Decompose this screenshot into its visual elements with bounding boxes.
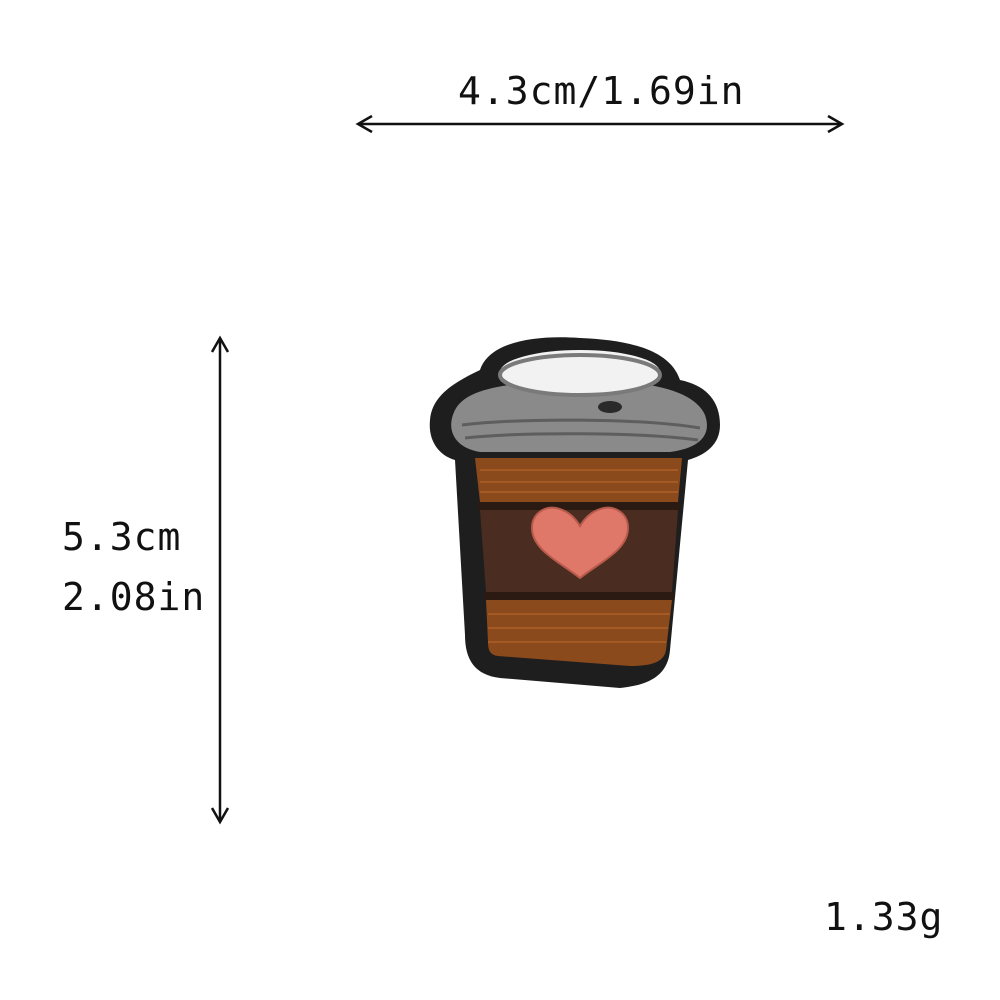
height-in-label: 2.08in (62, 575, 206, 619)
height-cm-label: 5.3cm (62, 515, 182, 559)
top-band (475, 458, 682, 502)
weight-label: 1.33g (824, 895, 944, 939)
heart-icon (530, 506, 630, 580)
lid-hole (598, 401, 622, 413)
lid-top (500, 350, 660, 394)
width-label: 4.3cm/1.69in (458, 69, 745, 113)
coffee-cup-patch-icon (429, 337, 720, 688)
width-arrow-icon (355, 114, 845, 134)
height-arrow-icon (210, 335, 230, 825)
bottom-band (486, 600, 672, 666)
